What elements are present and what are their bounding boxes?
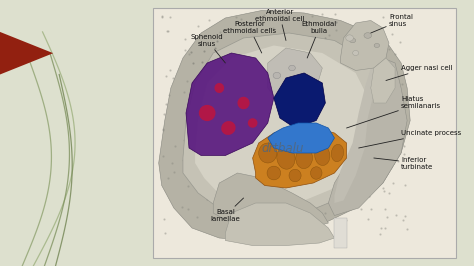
Ellipse shape	[221, 121, 236, 135]
Polygon shape	[328, 58, 407, 215]
Ellipse shape	[315, 146, 330, 165]
Polygon shape	[274, 73, 325, 128]
Ellipse shape	[310, 167, 322, 179]
Polygon shape	[213, 173, 328, 231]
Polygon shape	[195, 45, 371, 208]
Ellipse shape	[267, 166, 281, 180]
Ellipse shape	[199, 105, 216, 121]
Polygon shape	[371, 58, 395, 103]
Text: Inferior
turbinate: Inferior turbinate	[374, 156, 433, 169]
Ellipse shape	[350, 38, 356, 43]
FancyBboxPatch shape	[0, 0, 463, 266]
Polygon shape	[268, 48, 322, 98]
Text: Sphenoid
sinus: Sphenoid sinus	[191, 34, 225, 63]
Text: Anterior
ethmoidal cell: Anterior ethmoidal cell	[255, 9, 305, 40]
FancyBboxPatch shape	[153, 8, 456, 258]
Polygon shape	[335, 218, 346, 248]
Ellipse shape	[374, 43, 380, 48]
Polygon shape	[335, 68, 380, 203]
Polygon shape	[253, 128, 346, 188]
Text: Basal
lamellae: Basal lamellae	[210, 198, 244, 222]
Text: drtbalu: drtbalu	[262, 142, 304, 155]
Ellipse shape	[273, 72, 281, 79]
Ellipse shape	[353, 51, 359, 56]
Ellipse shape	[259, 143, 277, 163]
Polygon shape	[183, 33, 389, 221]
Polygon shape	[159, 10, 410, 240]
Ellipse shape	[237, 97, 250, 109]
Ellipse shape	[296, 147, 312, 169]
Ellipse shape	[364, 33, 372, 38]
Polygon shape	[186, 53, 274, 156]
Ellipse shape	[331, 144, 344, 162]
Text: Uncinate process: Uncinate process	[359, 130, 461, 148]
Text: Frontal
sinus: Frontal sinus	[371, 14, 413, 33]
Ellipse shape	[214, 83, 224, 93]
Ellipse shape	[346, 35, 354, 41]
Text: Ethmoidal
bulla: Ethmoidal bulla	[301, 22, 337, 58]
Ellipse shape	[248, 118, 257, 128]
Polygon shape	[225, 203, 335, 246]
Ellipse shape	[289, 65, 295, 71]
Polygon shape	[268, 123, 335, 153]
Ellipse shape	[301, 76, 307, 81]
Ellipse shape	[289, 169, 301, 182]
Ellipse shape	[277, 147, 295, 169]
Polygon shape	[0, 32, 53, 74]
Text: Hiatus
semilanaris: Hiatus semilanaris	[346, 97, 441, 128]
Polygon shape	[340, 20, 389, 70]
Text: Posterior
ethmoidal cells: Posterior ethmoidal cells	[223, 22, 276, 53]
Text: Agger nasi cell: Agger nasi cell	[386, 65, 453, 81]
